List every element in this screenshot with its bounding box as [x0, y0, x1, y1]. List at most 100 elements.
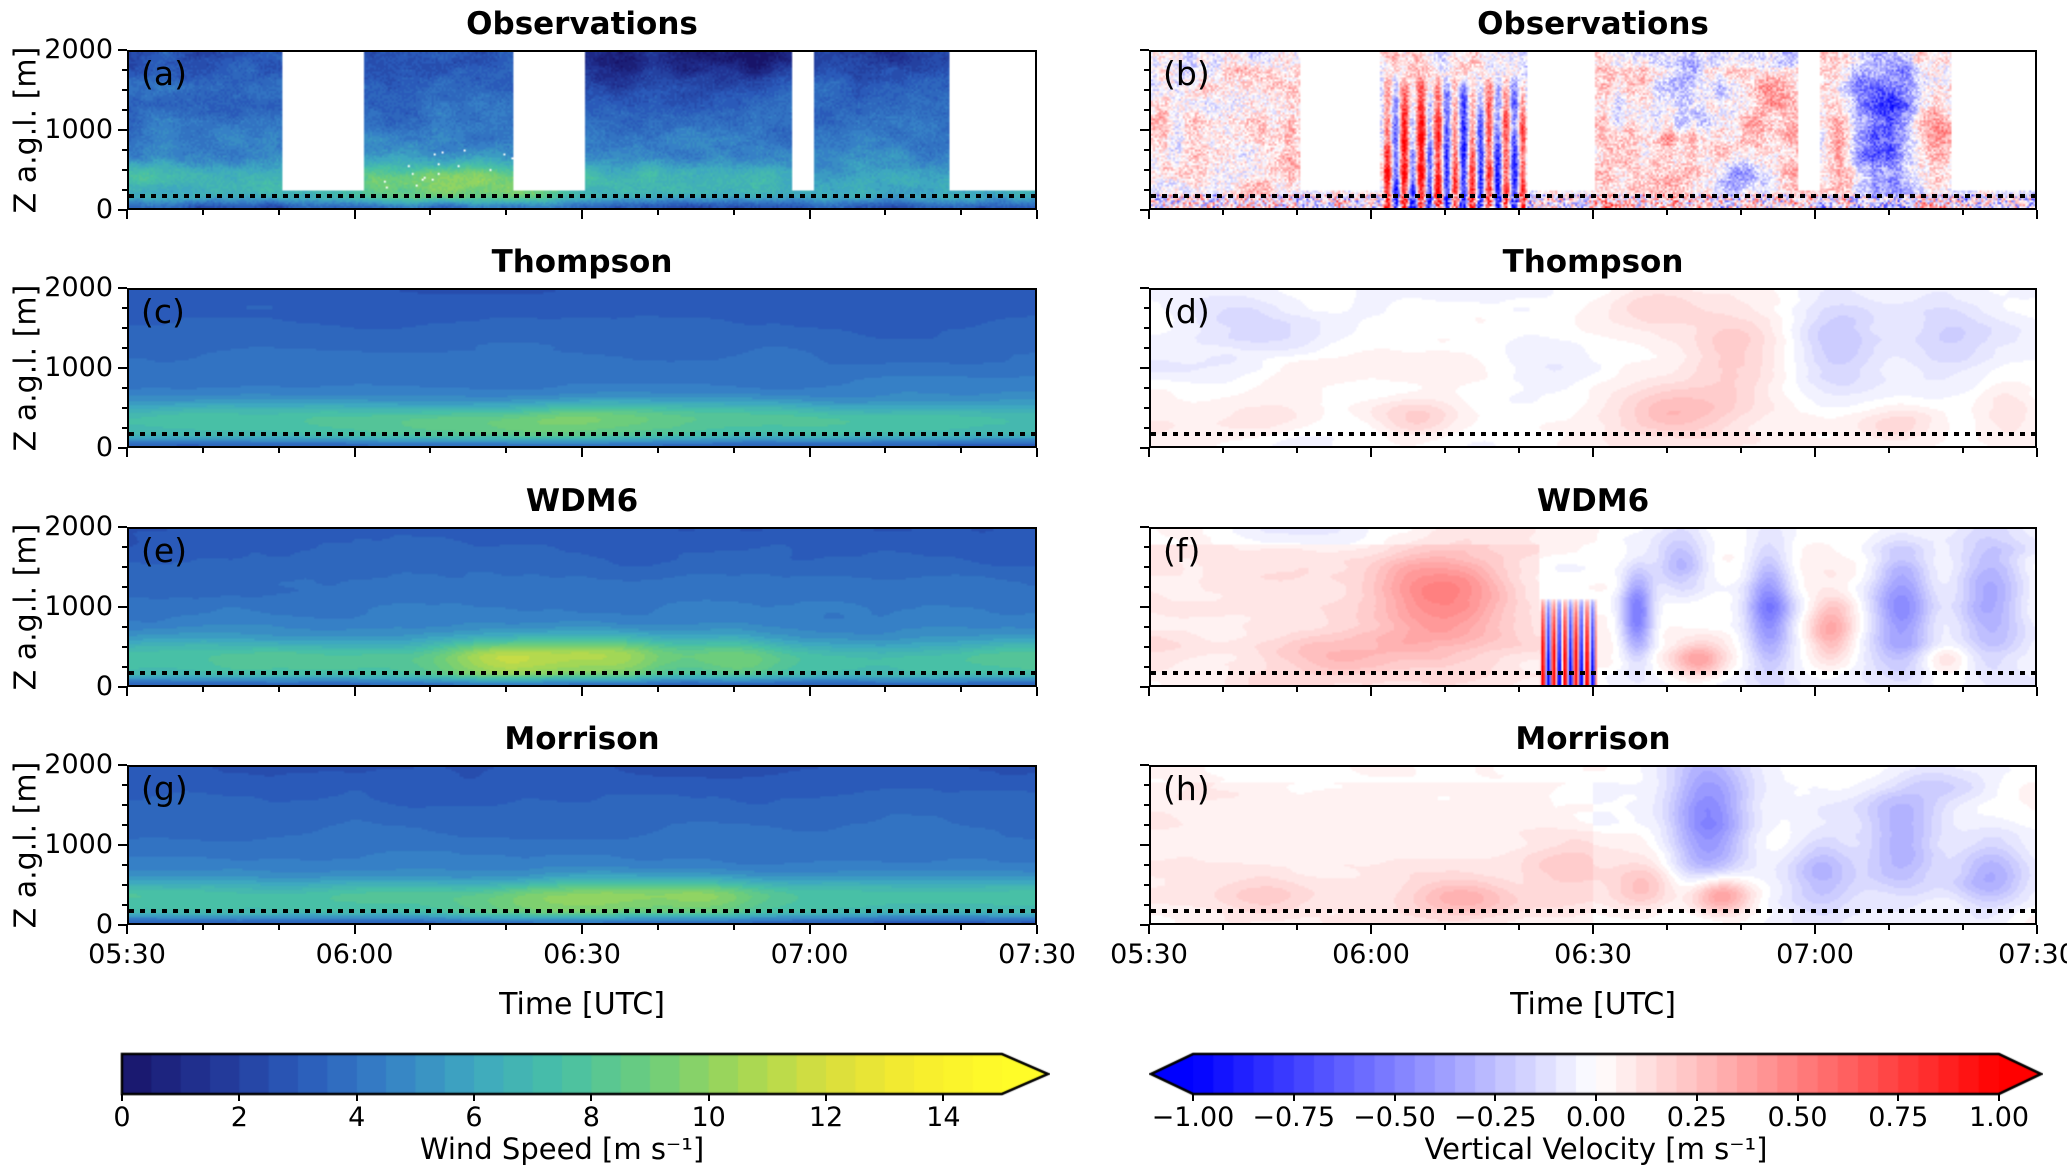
y-tick — [1140, 447, 1149, 449]
vertical-velocity-colorbar-label: Vertical Velocity [m s⁻¹] — [1424, 1132, 1768, 1166]
colorbar-tick-label: 0.50 — [1767, 1102, 1828, 1133]
x-tick — [732, 687, 735, 692]
y-tick — [1144, 586, 1149, 588]
x-tick — [1962, 210, 1964, 215]
colorbar-tick — [1998, 1094, 2000, 1101]
y-tick — [122, 149, 127, 151]
x-tick — [1444, 210, 1446, 215]
y-tick — [118, 367, 127, 369]
y-tick — [1140, 764, 1149, 766]
wind-colorbar-canvas — [120, 1052, 1050, 1096]
panel-letter-h: (h) — [1163, 769, 1210, 808]
x-tick — [126, 210, 128, 219]
colorbar-tick — [825, 1094, 827, 1101]
y-tick — [118, 287, 127, 289]
panel-title-c: Thompson — [491, 244, 673, 280]
y-tick — [122, 427, 127, 429]
heatmap-f — [1151, 529, 2035, 685]
colorbar-tick — [707, 1094, 710, 1101]
vertical-velocity-colorbar-canvas — [1149, 1052, 2043, 1096]
x-tick — [2036, 448, 2038, 457]
x-tick — [1666, 687, 1668, 692]
x-tick — [1740, 448, 1742, 453]
y-tick — [118, 606, 127, 608]
y-tick — [122, 307, 127, 309]
x-tick — [960, 687, 963, 692]
colorbar-tick-label: 0.00 — [1565, 1102, 1627, 1133]
x-tick — [1888, 210, 1890, 215]
colorbar-tick-label: 0.75 — [1868, 1102, 1929, 1133]
x-tick — [1814, 210, 1816, 219]
x-tick — [1962, 448, 1964, 453]
x-tick — [1444, 448, 1446, 453]
x-tick — [1148, 687, 1150, 696]
colorbar-tick-label: 1.00 — [1968, 1102, 2030, 1133]
surface-dotted-line — [1151, 671, 2035, 675]
y-tick-label: 0 — [95, 432, 113, 463]
colorbar-tick — [942, 1094, 945, 1101]
x-tick-label: 05:30 — [88, 939, 166, 970]
y-tick — [1144, 387, 1149, 389]
colorbar-tick — [355, 1094, 358, 1101]
x-tick — [1888, 925, 1890, 930]
x-tick — [732, 448, 735, 453]
y-tick — [122, 387, 127, 389]
y-axis-label: Z a.g.l. [m] — [8, 523, 44, 691]
axes-panel-f: (f) — [1149, 527, 2037, 687]
y-tick — [1144, 824, 1149, 826]
x-tick — [1148, 210, 1150, 219]
colorbar-tick — [238, 1094, 241, 1101]
y-tick — [1144, 546, 1149, 548]
y-tick — [122, 189, 127, 191]
colorbar-tick-label: 0 — [113, 1102, 131, 1133]
x-tick — [656, 210, 659, 215]
y-tick — [1144, 666, 1149, 668]
x-tick — [1518, 925, 1520, 930]
x-tick-label: 06:30 — [543, 939, 621, 970]
colorbar-tick-label: 12 — [808, 1102, 844, 1133]
x-tick — [884, 925, 887, 930]
colorbar-tick-label: −0.25 — [1453, 1102, 1537, 1133]
x-tick — [732, 210, 735, 215]
x-tick — [1814, 687, 1816, 696]
y-tick — [118, 526, 127, 528]
x-tick — [505, 687, 508, 692]
x-tick — [808, 210, 811, 219]
x-tick — [353, 210, 356, 219]
x-tick — [581, 448, 583, 457]
surface-dotted-line — [1151, 432, 2035, 436]
y-tick — [1144, 884, 1149, 886]
x-tick — [126, 925, 128, 934]
x-tick — [1444, 687, 1446, 692]
x-tick — [429, 687, 432, 692]
panel-letter-d: (d) — [1163, 292, 1210, 331]
y-tick — [1144, 427, 1149, 429]
colorbar-tick — [1897, 1094, 1900, 1101]
y-tick — [1144, 626, 1149, 628]
y-axis-label: Z a.g.l. [m] — [8, 761, 44, 929]
x-tick — [1296, 925, 1298, 930]
panel-letter-c: (c) — [141, 292, 185, 331]
x-tick — [277, 210, 280, 215]
x-tick — [1518, 210, 1520, 215]
x-tick — [1036, 210, 1038, 219]
x-tick — [1036, 448, 1038, 457]
x-tick — [2036, 210, 2038, 219]
x-tick — [1370, 448, 1372, 457]
y-tick-label: 2000 — [44, 34, 113, 65]
x-tick — [1296, 448, 1298, 453]
x-tick — [1296, 210, 1298, 215]
y-tick — [1140, 924, 1149, 926]
axes-panel-h: (h) — [1149, 765, 2037, 925]
colorbar-tick — [1494, 1094, 1497, 1101]
y-tick — [1144, 347, 1149, 349]
x-tick — [808, 687, 811, 696]
x-tick — [1518, 687, 1520, 692]
x-tick — [126, 448, 128, 457]
colorbar-tick — [121, 1094, 123, 1101]
surface-dotted-line — [1151, 194, 2035, 198]
panel-title-d: Thompson — [1502, 244, 1684, 280]
panel-title-h: Morrison — [1515, 721, 1671, 757]
y-tick-label: 2000 — [44, 272, 113, 303]
